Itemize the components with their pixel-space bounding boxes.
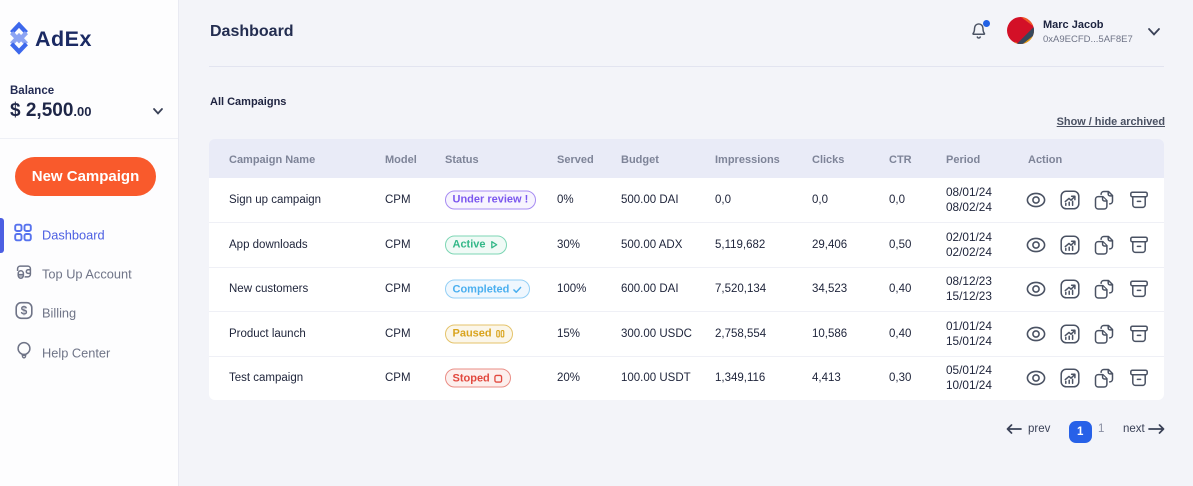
- svg-text:$: $: [21, 304, 28, 318]
